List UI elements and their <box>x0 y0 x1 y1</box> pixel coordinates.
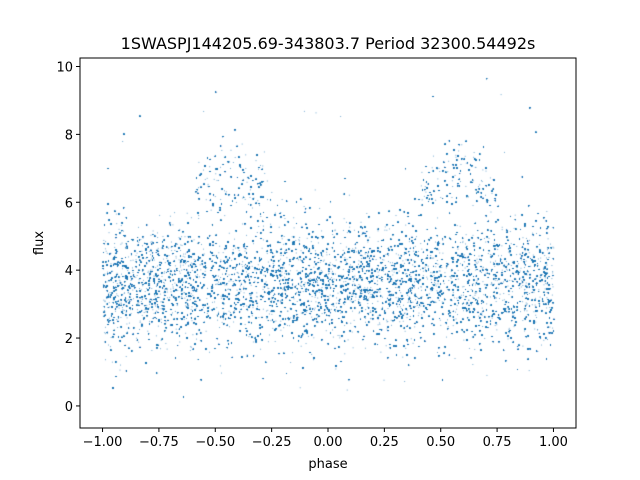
plot-area <box>80 58 576 428</box>
y-tick-label: 8 <box>65 128 73 143</box>
x-tick-label: 0.50 <box>426 435 455 450</box>
chart-title: 1SWASPJ144205.69-343803.7 Period 32300.5… <box>121 34 536 53</box>
y-tick-label: 4 <box>65 264 73 279</box>
x-axis: −1.00 −0.75 −0.50 −0.25 0.00 0.25 0.50 0.75 1.00 <box>83 428 568 450</box>
y-axis-label: flux <box>32 231 47 255</box>
x-tick-label: −1.00 <box>83 435 123 450</box>
y-tick-label: 6 <box>65 196 73 211</box>
x-tick-label: −0.25 <box>252 435 292 450</box>
x-tick-label: 1.00 <box>539 435 568 450</box>
y-axis: 0 2 4 6 8 10 <box>56 60 80 415</box>
x-tick-label: 0.00 <box>314 435 343 450</box>
x-axis-label: phase <box>308 457 347 472</box>
x-tick-label: −0.75 <box>139 435 179 450</box>
x-tick-label: 0.75 <box>483 435 512 450</box>
y-tick-label: 0 <box>65 400 73 415</box>
data-points <box>80 58 576 428</box>
x-tick-label: 0.25 <box>370 435 399 450</box>
x-tick-label: −0.50 <box>195 435 235 450</box>
y-tick-label: 10 <box>56 60 73 75</box>
y-tick-label: 2 <box>65 332 73 347</box>
